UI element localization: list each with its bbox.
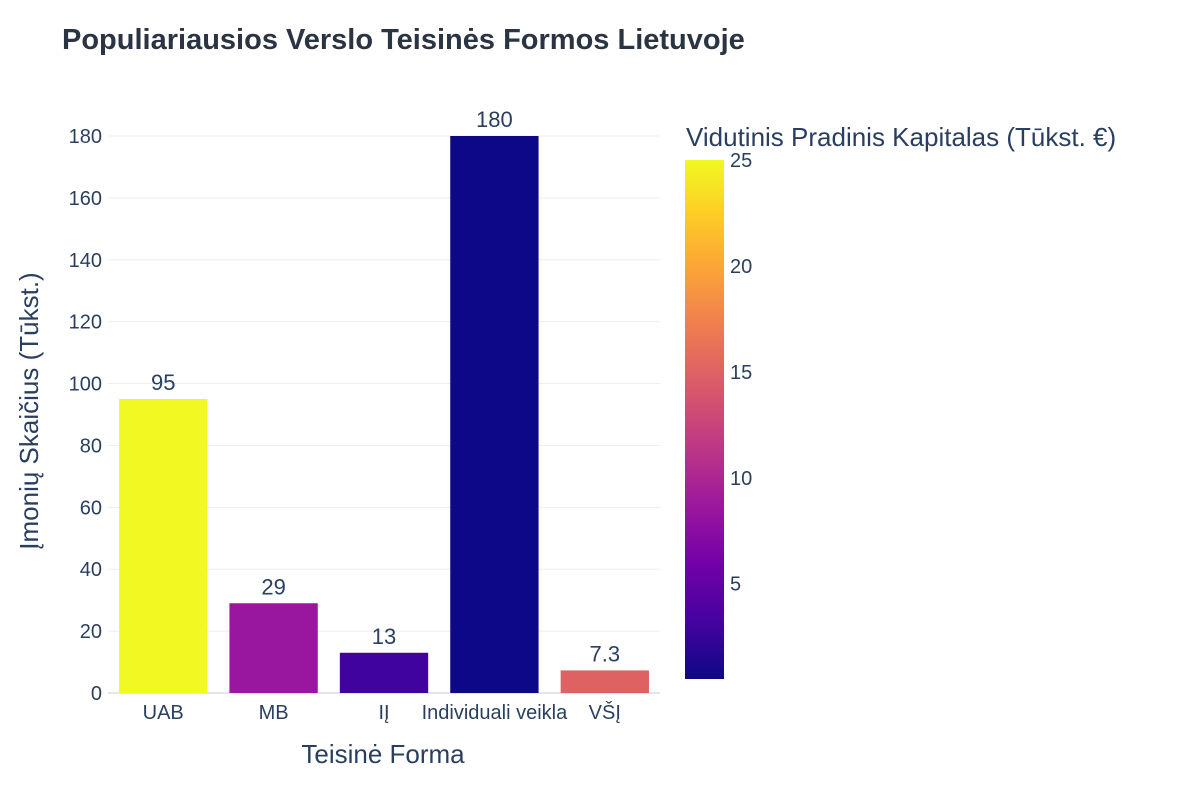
data-label: 7.3 [590, 641, 621, 666]
y-tick-label: 160 [69, 188, 102, 210]
bar-všį [560, 670, 649, 693]
colorbar: Vidutinis Pradinis Kapitalas (Tūkst. €) … [685, 122, 1116, 679]
bar-uab [119, 399, 208, 693]
data-label: 13 [372, 624, 396, 649]
x-tick-label: VŠĮ [589, 701, 621, 724]
data-label: 95 [151, 370, 175, 395]
y-tick-label: 100 [69, 374, 102, 396]
bar-mb [229, 603, 318, 693]
y-axis-title: Įmonių Skaičius (Tūkst.) [14, 272, 44, 549]
y-tick-label: 40 [80, 559, 102, 581]
y-tick-label: 80 [80, 435, 102, 457]
x-tick-label: UAB [143, 702, 184, 724]
x-tick-label: MB [259, 702, 289, 724]
colorbar-gradient [685, 160, 724, 679]
bars [119, 136, 649, 693]
data-labels: 95 29 13 180 7.3 [151, 107, 620, 666]
x-tick-label: Individuali veikla [422, 702, 569, 724]
colorbar-ticks: 5 10 15 20 25 [730, 150, 752, 596]
colorbar-tick-label: 20 [730, 256, 752, 278]
colorbar-tick-label: 15 [730, 362, 752, 384]
bar-iį [339, 652, 429, 693]
y-tick-label: 140 [69, 250, 102, 272]
y-axis-ticks: 0 20 40 60 80 100 120 140 160 180 [69, 126, 102, 705]
x-axis-title: Teisinė Forma [301, 739, 465, 769]
y-tick-label: 180 [69, 126, 102, 148]
y-tick-label: 0 [91, 683, 102, 705]
colorbar-tick-label: 5 [730, 574, 741, 596]
y-tick-label: 60 [80, 497, 102, 519]
data-label: 180 [476, 107, 513, 132]
colorbar-tick-label: 25 [730, 150, 752, 172]
data-label: 29 [261, 574, 285, 599]
colorbar-title: Vidutinis Pradinis Kapitalas (Tūkst. €) [686, 122, 1116, 152]
x-axis-ticks: UAB MB IĮ Individuali veikla VŠĮ [143, 701, 621, 724]
bar-individuali-veikla [450, 136, 539, 693]
colorbar-tick-label: 10 [730, 468, 752, 490]
x-tick-label: IĮ [378, 702, 389, 724]
y-tick-label: 120 [69, 312, 102, 334]
chart-title: Populiariausios Verslo Teisinės Formos L… [62, 24, 745, 56]
y-tick-label: 20 [80, 621, 102, 643]
